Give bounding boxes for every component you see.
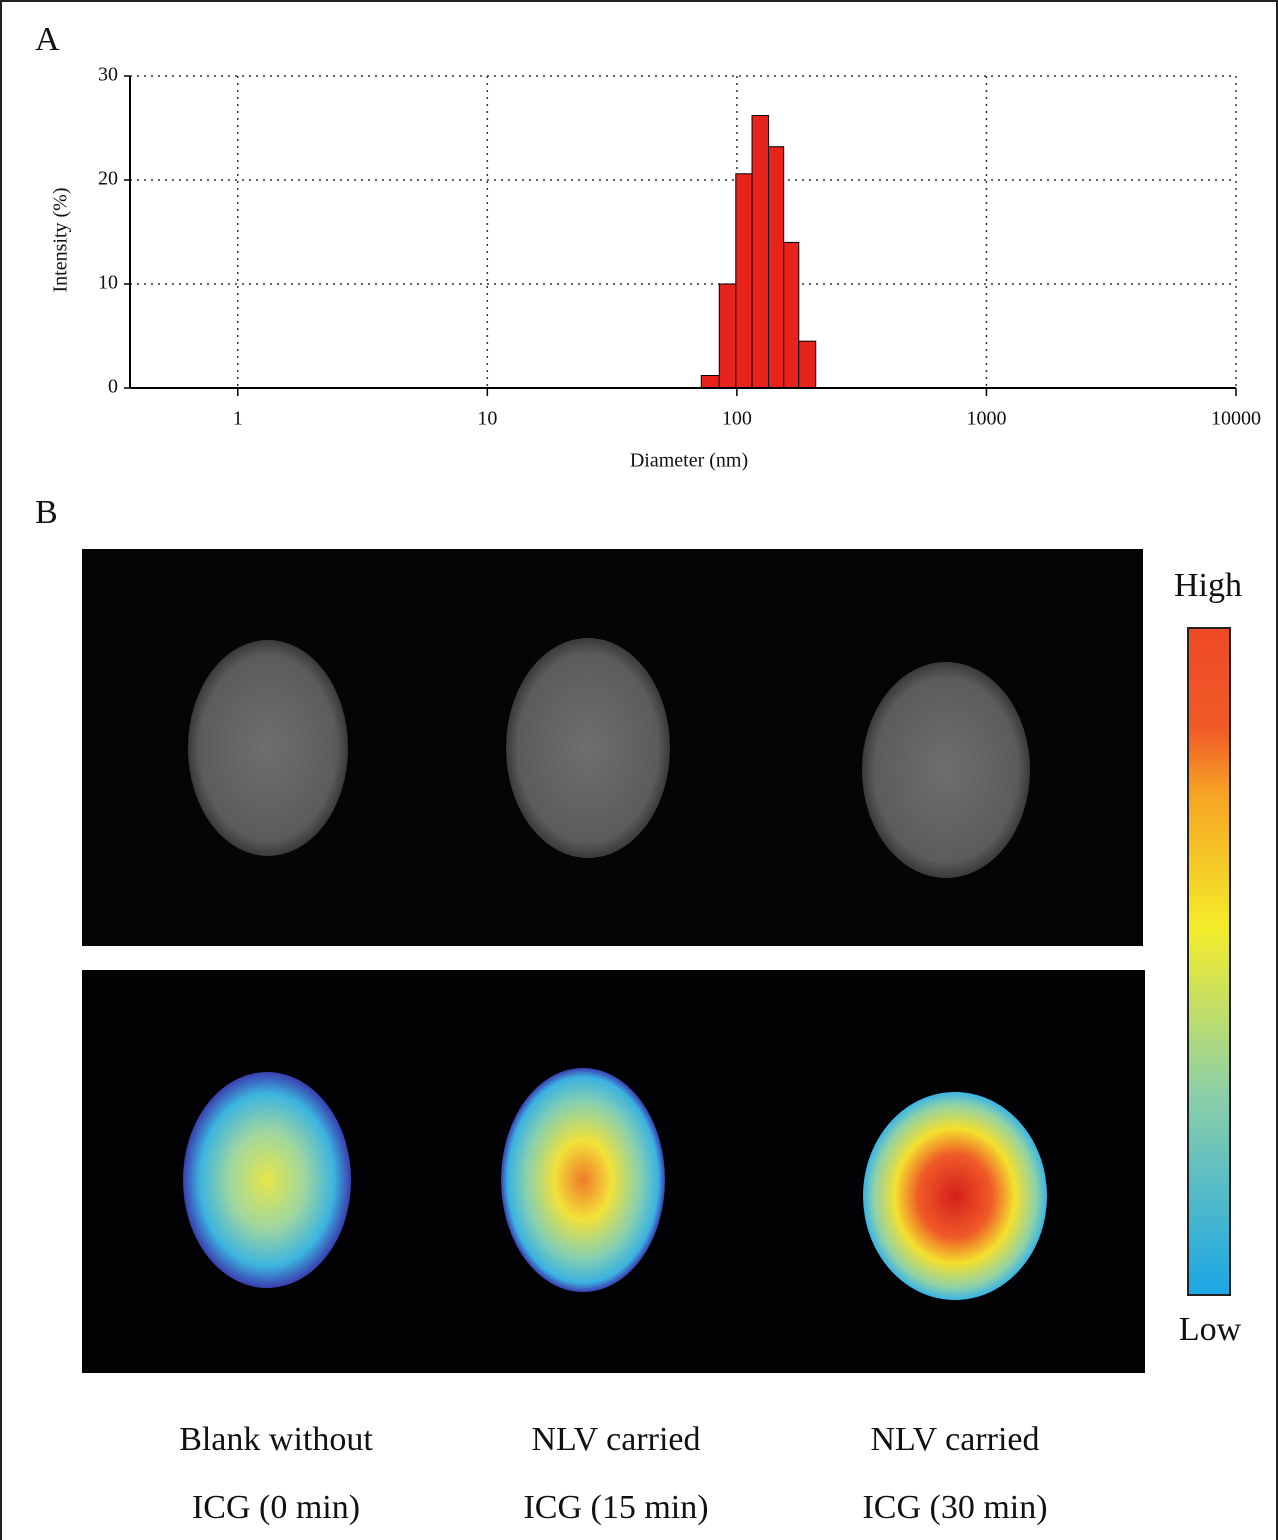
x-tick-label: 1 bbox=[233, 408, 243, 430]
captions: Blank without ICG (0 min) NLV carried ICG (… bbox=[179, 1421, 1047, 1526]
brain bbox=[862, 662, 1030, 878]
bar bbox=[735, 173, 753, 389]
bar bbox=[768, 146, 785, 389]
caption: NLV carried bbox=[870, 1421, 1039, 1458]
caption: ICG (30 min) bbox=[862, 1489, 1047, 1526]
brain-fluorescence bbox=[183, 1072, 351, 1288]
bar bbox=[751, 115, 770, 389]
colorbar-low: Low bbox=[1179, 1311, 1242, 1348]
panel-label: B bbox=[35, 494, 58, 531]
y-tick-label: 10 bbox=[98, 272, 118, 294]
brain-fluorescence bbox=[501, 1068, 665, 1292]
x-tick-label: 100 bbox=[722, 408, 752, 430]
histogram-plot: 0 10 20 30 1 10 100 1000 10000 bbox=[98, 64, 1261, 430]
caption: NLV carried bbox=[531, 1421, 700, 1458]
bar bbox=[783, 241, 800, 389]
bar bbox=[700, 375, 720, 389]
x-tick-label: 10000 bbox=[1211, 408, 1261, 430]
colorbar-high: High bbox=[1174, 567, 1242, 604]
x-tick-label: 1000 bbox=[966, 408, 1006, 430]
caption: ICG (15 min) bbox=[523, 1489, 708, 1526]
y-tick-label: 20 bbox=[98, 168, 118, 190]
caption: ICG (0 min) bbox=[192, 1489, 360, 1526]
caption: Blank without bbox=[179, 1421, 373, 1458]
x-axis-label: Diameter (nm) bbox=[630, 450, 748, 472]
bar bbox=[718, 283, 737, 389]
y-tick-label: 30 bbox=[98, 64, 118, 86]
colorbar bbox=[1187, 627, 1231, 1296]
brain-fluorescence bbox=[863, 1092, 1047, 1300]
y-axis-label: Intensity (%) bbox=[50, 188, 72, 293]
brain bbox=[506, 638, 670, 858]
brain bbox=[188, 640, 348, 856]
panel-label: A bbox=[35, 21, 60, 58]
bar bbox=[798, 340, 817, 389]
x-tick-label: 10 bbox=[477, 408, 497, 430]
y-tick-label: 0 bbox=[108, 376, 118, 398]
